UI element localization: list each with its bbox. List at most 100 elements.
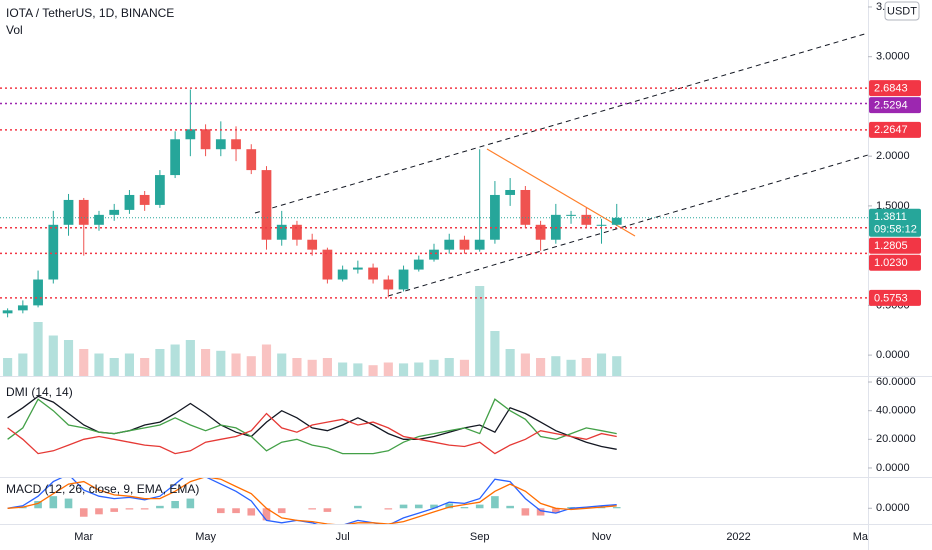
histogram-bar	[277, 508, 286, 514]
price-badge	[869, 254, 921, 271]
volume-bar	[398, 363, 409, 376]
candle-body	[322, 249, 333, 280]
histogram-bar	[49, 496, 58, 509]
histogram-bar	[34, 501, 42, 509]
candle-body	[413, 259, 424, 270]
volume-bar	[261, 344, 272, 376]
volume-bar	[612, 356, 622, 376]
chart-title: IOTA / TetherUS, 1D, BINANCE	[6, 6, 174, 20]
y-tick-label: 3.0000	[876, 51, 910, 63]
currency-box[interactable]	[884, 1, 920, 21]
volume-bar	[505, 349, 515, 376]
volume-bar	[124, 353, 135, 376]
histogram-bar	[308, 508, 316, 510]
price-badge	[869, 80, 921, 97]
histogram-bar	[79, 508, 88, 517]
histogram-bar	[156, 505, 164, 509]
candle-body	[337, 269, 348, 280]
y-tick-label: 60.0000	[876, 376, 916, 388]
series-line	[7, 478, 617, 524]
price-badge-label: 2.6843	[874, 83, 908, 95]
volume-bar	[551, 356, 561, 376]
histogram-bar	[460, 507, 469, 509]
series-line	[7, 478, 617, 524]
candle-body	[78, 199, 89, 225]
y-tick-label: 0.0000	[876, 502, 910, 514]
volume-bar	[292, 358, 302, 376]
histogram-bar	[171, 501, 179, 509]
candle-body	[535, 224, 546, 240]
candle-body	[505, 189, 516, 195]
candle-body	[261, 170, 272, 240]
candle-body	[200, 129, 211, 150]
channel-lower	[387, 154, 868, 297]
candle-body	[520, 189, 531, 225]
volume-label: Vol	[6, 23, 23, 37]
currency-label[interactable]: USDT	[887, 5, 917, 17]
x-tick-label: Ma	[853, 531, 869, 543]
volume-bar	[429, 359, 439, 376]
price-badge-label: 1.3811	[874, 211, 907, 223]
histogram-bar	[140, 508, 149, 510]
volume-bar	[520, 353, 530, 376]
candle-body	[474, 239, 485, 250]
price-badge-label: 1.2805	[874, 240, 908, 252]
histogram-bar	[64, 498, 73, 509]
candle-body	[398, 269, 409, 290]
volume-bar	[459, 359, 470, 376]
y-tick-label: 0.0000	[876, 462, 910, 474]
histogram-bar	[445, 503, 454, 509]
volume-bar	[170, 344, 180, 376]
volume-bar	[216, 350, 226, 376]
x-tick-label: Nov	[592, 531, 612, 543]
pane	[7, 395, 617, 455]
price-badge-label: 0.5753	[874, 292, 908, 304]
drawings	[254, 32, 868, 297]
price-badge-label: 2.2647	[874, 124, 908, 136]
candle-body	[63, 199, 74, 225]
volume-bar	[246, 356, 256, 376]
x-tick-label: May	[195, 531, 216, 543]
volume-bar	[277, 353, 287, 376]
volume-bar	[566, 359, 576, 376]
candle-body	[215, 139, 226, 150]
volume-bar	[307, 359, 317, 376]
candle-body	[368, 267, 378, 280]
candle-body	[444, 239, 455, 250]
candle-body	[459, 239, 470, 250]
volume-bar	[63, 340, 74, 376]
candle-body	[611, 217, 622, 225]
y-tick-label: 0.0000	[876, 349, 910, 361]
volume-bar	[490, 331, 500, 376]
candle-body	[276, 224, 287, 240]
histogram-bar	[399, 504, 408, 509]
histogram-bar	[552, 508, 560, 514]
y-tick-label: 20.0000	[876, 433, 916, 445]
countdown: 09:58:12	[874, 224, 917, 236]
x-tick-label: Jul	[336, 531, 350, 543]
histogram-bar	[95, 508, 103, 515]
histogram-bar	[612, 507, 621, 509]
histogram-bar	[430, 504, 438, 509]
volume-bar	[322, 358, 332, 376]
candle-body	[383, 279, 394, 290]
volume-bar	[155, 349, 165, 376]
candle-body	[170, 139, 180, 176]
candle-body	[231, 139, 241, 150]
histogram-bar	[384, 508, 393, 510]
y-tick-label: 2.0000	[876, 150, 910, 162]
volume-bar	[18, 353, 28, 376]
volume-bar	[94, 353, 104, 376]
candle-body	[307, 239, 318, 250]
dmi-title: DMI (14, 14)	[6, 385, 73, 399]
volume-bar	[79, 349, 89, 376]
price-badge	[869, 121, 921, 138]
candle-body	[33, 279, 43, 306]
volume-bar	[353, 363, 363, 376]
volume-bar	[185, 340, 195, 376]
price-badge	[869, 208, 921, 237]
x-tick-label: 2022	[726, 531, 750, 543]
price-badge-label: 2.5294	[874, 100, 908, 112]
